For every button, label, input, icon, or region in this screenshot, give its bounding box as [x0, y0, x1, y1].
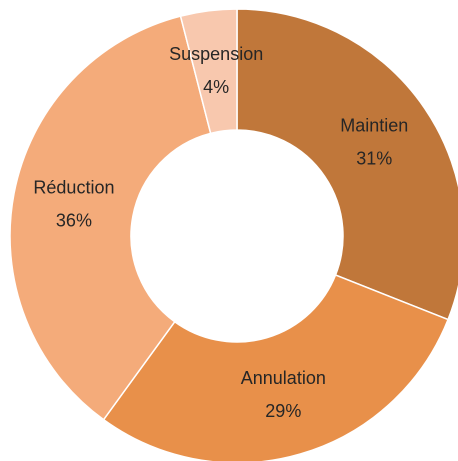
donut-segment: [179, 8, 238, 135]
segment-value-label: 4%: [203, 77, 229, 97]
donut-segment: [9, 15, 212, 421]
donut-segment: [236, 8, 458, 321]
segment-label: Annulation: [241, 368, 326, 388]
segment-value-label: 36%: [56, 211, 92, 231]
segment-value-label: 29%: [265, 401, 301, 421]
segment-label: Maintien: [340, 115, 408, 135]
donut-segment: [102, 274, 450, 461]
segment-label: Réduction: [33, 178, 114, 198]
segment-label: Suspension: [169, 44, 263, 64]
segment-value-label: 31%: [356, 148, 392, 168]
